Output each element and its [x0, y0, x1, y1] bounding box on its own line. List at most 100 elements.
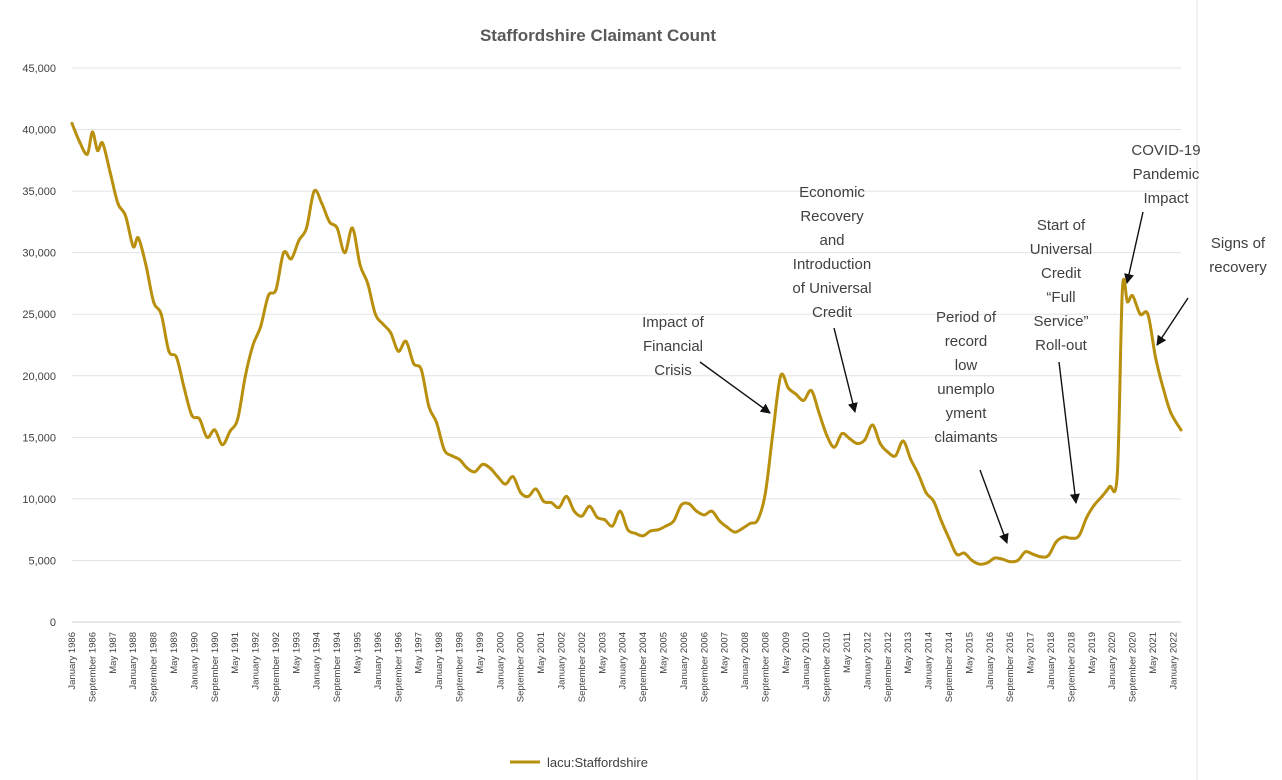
data-point	[419, 368, 423, 372]
data-point	[136, 236, 140, 240]
y-tick-label: 10,000	[22, 494, 56, 506]
data-point	[1085, 515, 1089, 519]
data-point	[710, 509, 714, 513]
annotation-arrow	[699, 361, 771, 414]
data-point	[932, 499, 936, 503]
data-point	[282, 251, 286, 255]
data-point	[1179, 428, 1183, 432]
data-point	[1062, 535, 1066, 539]
data-point	[978, 562, 982, 566]
data-point	[435, 421, 439, 425]
data-point	[1161, 386, 1165, 390]
data-point	[924, 491, 928, 495]
data-point	[580, 514, 584, 518]
annotations: Impact of Financial Crisis Economic Recovery…	[642, 142, 1267, 544]
data-point	[871, 423, 874, 427]
data-point	[955, 552, 959, 556]
data-point	[496, 475, 500, 479]
data-point	[572, 509, 576, 513]
data-point	[1024, 550, 1027, 554]
x-tick-label: May 1999	[475, 632, 486, 674]
data-point	[1077, 534, 1081, 538]
data-point	[297, 238, 301, 242]
data-point	[381, 322, 385, 326]
data-point	[198, 417, 201, 421]
x-tick-label: May 1993	[291, 632, 302, 674]
x-tick-label: September 2010	[822, 632, 833, 702]
y-tick-label: 25,000	[22, 309, 56, 321]
data-point	[794, 392, 798, 396]
x-tick-label: January 2020	[1107, 632, 1118, 690]
data-point	[1154, 355, 1157, 359]
data-point	[124, 214, 127, 218]
x-tick-label: September 1994	[332, 632, 343, 702]
data-point	[542, 499, 546, 503]
data-point	[832, 445, 836, 449]
x-tick-label: May 2017	[1026, 632, 1037, 674]
x-tick-label: May 2013	[903, 632, 914, 674]
data-point	[503, 482, 507, 486]
gridlines	[72, 67, 1181, 623]
data-point	[481, 462, 484, 466]
x-tick-label: September 2020	[1128, 632, 1139, 702]
data-point	[741, 526, 744, 530]
data-point	[588, 504, 591, 508]
data-point	[220, 443, 224, 447]
data-point	[679, 503, 683, 507]
data-point	[289, 257, 293, 261]
x-tick-label: May 2007	[720, 632, 731, 674]
x-tick-label: January 2014	[924, 632, 935, 690]
data-point	[1126, 300, 1129, 304]
data-point	[205, 435, 209, 439]
legend-label: lacu:Staffordshire	[547, 755, 648, 770]
data-point	[1169, 411, 1173, 415]
data-point	[1138, 312, 1142, 316]
y-tick-label: 45,000	[22, 63, 56, 75]
data-point	[236, 417, 240, 421]
annotation-text: COVID-19 Pandemic Impact	[1131, 142, 1200, 207]
x-tick-label: January 1992	[251, 632, 262, 690]
data-point	[756, 518, 760, 522]
x-tick-label: May 2015	[964, 632, 975, 674]
data-point	[131, 245, 135, 248]
x-tick-label: May 2011	[842, 632, 853, 673]
data-point	[108, 171, 112, 175]
data-point	[901, 439, 905, 443]
y-tick-label: 20,000	[22, 371, 56, 383]
data-point	[427, 405, 431, 409]
data-point	[343, 251, 347, 255]
data-point	[274, 288, 278, 292]
data-point	[1131, 294, 1135, 298]
data-point	[358, 263, 362, 267]
data-point	[144, 263, 148, 267]
data-point	[182, 386, 186, 390]
annotation-arrow	[979, 469, 1009, 544]
data-point	[78, 140, 82, 144]
x-tick-label: May 2019	[1087, 632, 1098, 674]
data-point	[259, 325, 263, 328]
x-tick-label: September 1996	[393, 632, 404, 702]
data-point	[1031, 552, 1035, 556]
data-point	[412, 362, 416, 365]
data-point	[611, 524, 614, 528]
x-tick-label: September 2012	[883, 632, 894, 702]
data-point	[649, 529, 653, 533]
data-point	[695, 509, 699, 513]
data-point	[626, 528, 630, 532]
data-point	[664, 524, 668, 528]
data-point	[802, 398, 806, 402]
data-point	[511, 475, 515, 479]
x-tick-label: September 2016	[1005, 632, 1016, 702]
data-point	[641, 534, 645, 538]
x-tick-label: January 1994	[312, 632, 323, 690]
data-point	[1001, 557, 1004, 561]
data-point	[733, 530, 737, 534]
data-point	[350, 226, 354, 230]
x-tick-label: January 2018	[1046, 632, 1057, 690]
data-point	[985, 561, 989, 565]
data-point	[442, 448, 446, 452]
data-point	[70, 121, 74, 125]
data-point	[152, 300, 156, 304]
data-point	[159, 312, 163, 316]
